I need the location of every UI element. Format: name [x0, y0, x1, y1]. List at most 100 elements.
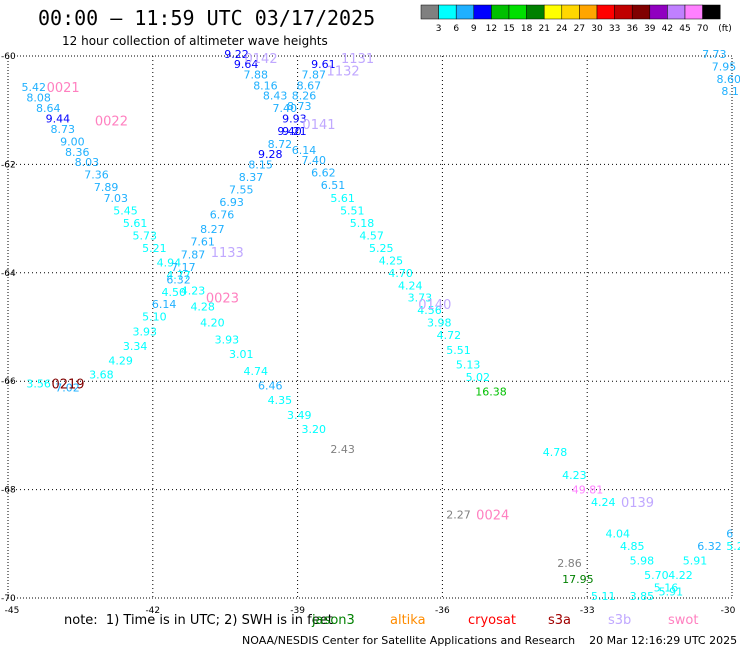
- data-point: 9.21: [282, 125, 307, 138]
- data-point: 5.51: [340, 204, 365, 217]
- legend-tick: 18: [521, 24, 533, 34]
- data-point: 4.28: [190, 300, 215, 313]
- data-point: 3.93: [215, 333, 240, 346]
- legend-swatch: [473, 4, 492, 20]
- data-point: 5.61: [330, 192, 355, 205]
- data-point: 4.29: [108, 355, 133, 368]
- x-tick-label: -39: [290, 606, 305, 616]
- data-point: 6.51: [321, 179, 346, 192]
- data-point: 49.81: [572, 484, 604, 497]
- data-point: 7.87: [301, 68, 326, 81]
- track-label: 1132: [327, 65, 360, 80]
- data-point: 6.32: [697, 540, 722, 553]
- data-point: 5.61: [123, 217, 148, 230]
- legend-swatch: [491, 4, 510, 20]
- satellite-label-s3a: s3a: [548, 613, 572, 628]
- data-point: 5.13: [456, 358, 481, 371]
- data-point: 5.51: [446, 344, 471, 357]
- chart-subtitle: 12 hour collection of altimeter wave hei…: [62, 34, 328, 48]
- x-tick-label: -45: [5, 606, 20, 616]
- track-label: 0140: [418, 298, 451, 313]
- satellite-label-jason3: jason3: [312, 613, 355, 628]
- data-point: 5.21: [142, 242, 167, 255]
- legend-swatch: [508, 4, 527, 20]
- data-point: 8.16: [253, 79, 278, 92]
- data-points: 5.428.088.649.448.739.008.368.037.367.89…: [22, 48, 740, 603]
- data-point: 4.78: [543, 446, 568, 459]
- data-point: 3.68: [89, 369, 114, 382]
- data-point: 5.25: [369, 242, 394, 255]
- chart-title: 00:00 – 11:59 UTC 03/17/2025: [38, 6, 376, 30]
- y-tick-label: -68: [1, 486, 16, 496]
- data-point: 5.11: [591, 590, 616, 603]
- data-point: 6.32: [166, 273, 191, 286]
- legend-tick: 33: [609, 24, 620, 34]
- data-point: 4.56: [417, 304, 442, 317]
- data-point: 7.61: [190, 235, 215, 248]
- track-label: 0023: [206, 292, 239, 307]
- data-point: 3.34: [123, 340, 148, 353]
- data-point: 8.43: [263, 90, 288, 103]
- legend-tick: 24: [556, 24, 568, 34]
- track-label: 0141: [302, 118, 335, 133]
- data-point: 8.36: [65, 146, 90, 159]
- data-point: 9.44: [46, 112, 70, 125]
- data-point: 8.73: [50, 123, 75, 136]
- data-point: 7.95: [712, 60, 737, 73]
- data-point: 7.89: [94, 181, 119, 194]
- plot-frame: [7, 55, 733, 599]
- data-point: 5.98: [630, 555, 655, 568]
- data-point: 8.64: [36, 102, 61, 115]
- data-point: 7.55: [229, 183, 254, 196]
- data-point: 6.62: [311, 167, 336, 180]
- data-point: 7.40: [301, 154, 326, 167]
- legend-tick: 3: [436, 24, 442, 34]
- legend-tick: 30: [591, 24, 603, 34]
- legend-swatch: [420, 4, 439, 20]
- data-point: 5.10: [142, 311, 167, 324]
- data-point: 5.02: [466, 371, 491, 384]
- legend-swatch: [438, 4, 457, 20]
- data-point: 4.20: [200, 317, 225, 330]
- data-point: 8.73: [287, 100, 312, 113]
- data-point: 8.08: [26, 92, 50, 105]
- legend-tick: 9: [471, 24, 477, 34]
- data-point: 8.60: [717, 73, 740, 86]
- axis-labels: -45 -42 -39 -36 -33 -30 -60 -62 -64 -66 -68 -70: [1, 52, 736, 616]
- legend-swatch: [543, 4, 563, 20]
- data-point: 8.26: [292, 90, 317, 103]
- data-point: 5.70: [644, 569, 669, 582]
- data-point: 9.64: [234, 58, 259, 71]
- data-point: 4.74: [244, 365, 268, 378]
- legend-tick: 70: [697, 24, 709, 34]
- legend-tick: 15: [503, 24, 514, 34]
- data-point: 5.91: [683, 555, 708, 568]
- x-tick-label: -30: [721, 606, 736, 616]
- data-point: 7.73: [702, 48, 727, 61]
- data-point: 6.46: [258, 380, 283, 393]
- data-point: 7.36: [84, 169, 109, 182]
- data-point: 7.87: [181, 248, 206, 261]
- legend-swatch: [561, 4, 580, 20]
- data-point: 7.02: [55, 382, 79, 395]
- data-point: 4.23: [181, 285, 206, 298]
- satellite-label-swot: swot: [668, 613, 699, 628]
- y-tick-label: -64: [1, 269, 16, 279]
- x-tick-label: -36: [435, 606, 450, 616]
- data-point: 3.20: [301, 423, 326, 436]
- satellite-label-cryosat: cryosat: [468, 613, 516, 628]
- data-point: 4.04: [606, 528, 631, 541]
- x-tick-label: -42: [145, 606, 160, 616]
- data-point: 5.73: [133, 229, 158, 242]
- track-label: 0021: [47, 81, 80, 96]
- data-point: 16.38: [475, 385, 507, 398]
- data-point: 9.28: [258, 148, 283, 161]
- data-point: 9.40: [277, 125, 302, 138]
- data-point: 4.22: [668, 569, 693, 582]
- data-point: 5.16: [654, 582, 679, 595]
- data-point: 4.77: [166, 269, 191, 282]
- data-point: 2.43: [330, 443, 355, 456]
- legend-tick: 27: [574, 24, 585, 34]
- legend-swatch: [667, 4, 686, 20]
